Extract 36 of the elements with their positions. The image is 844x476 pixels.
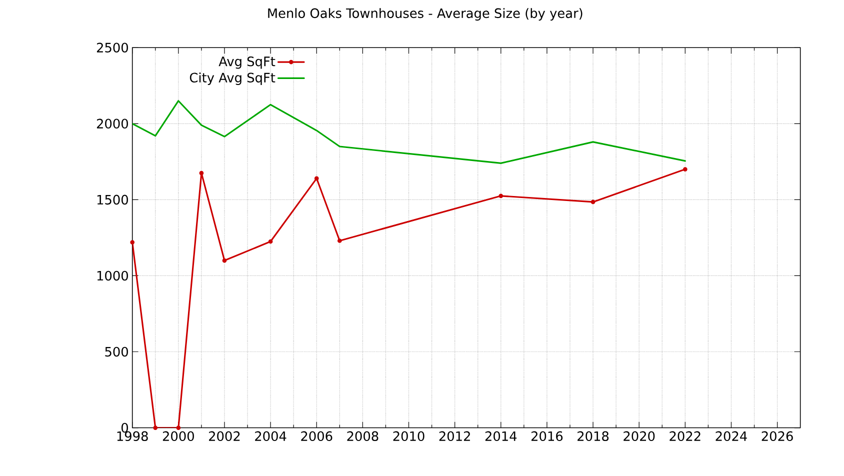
point [130,240,135,244]
y-tick-label: 2500 [96,42,128,52]
x-tick-label: 2006 [301,431,332,441]
x-tick-label: 2014 [485,431,517,441]
y-tick-label: 2000 [96,118,128,128]
point [314,176,319,180]
x-tick-label: 2016 [531,431,563,441]
point [153,425,158,430]
x-tick-label: 2000 [162,431,194,441]
point [199,170,204,176]
point [222,258,227,263]
x-tick-label: 2012 [439,431,470,441]
x-tick-label: 2020 [624,431,655,441]
chart-title: Menlo Oaks Townhouses - Average Size (by year) [268,8,582,20]
y-tick-label: 500 [105,346,128,356]
point [590,200,596,204]
y-tick-label: 1500 [97,194,128,204]
x-tick-label: 1998 [117,431,148,441]
point [498,194,504,198]
point [682,166,688,172]
y-tick-label: 0 [121,422,128,432]
x-tick-label: 2010 [393,431,424,441]
x-tick-label: 2022 [670,431,700,441]
x-tick-label: 2026 [762,431,793,441]
x-tick-label: 2024 [716,431,747,441]
point [337,238,342,243]
x-tick-label: 2018 [578,431,609,441]
legend-label: City Avg SqFt [190,72,276,85]
x-tick-label: 2008 [347,431,378,441]
point [176,425,181,430]
line-series [132,100,686,164]
x-tick-label: 2004 [255,431,286,441]
x-tick-label: 2002 [209,431,240,441]
point [268,239,273,244]
y-tick-label: 1000 [97,270,128,280]
legend-label: Avg SqFt [218,56,276,69]
